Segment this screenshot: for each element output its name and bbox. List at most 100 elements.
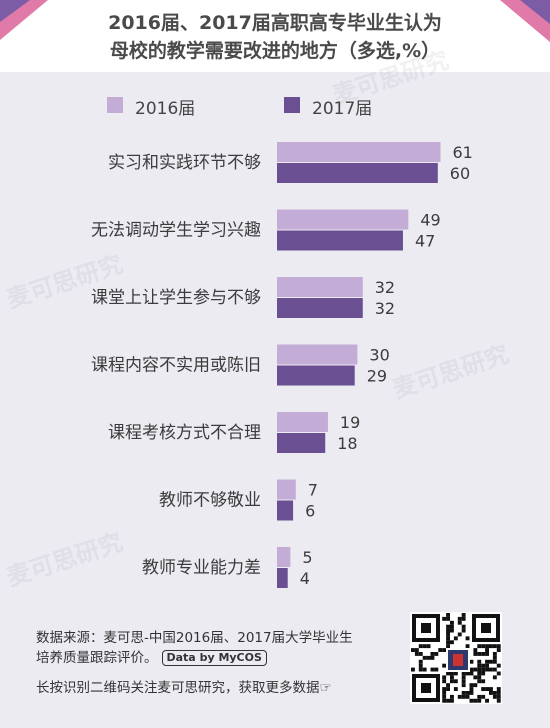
qr-module xyxy=(496,644,501,649)
qr-module xyxy=(465,694,470,699)
qr-call-to-action: 长按识别二维码关注麦可思研究，获取更多数据☞ xyxy=(36,680,332,696)
bar-2016届 xyxy=(277,277,363,297)
qr-module xyxy=(477,694,482,699)
qr-module xyxy=(442,616,447,621)
qr-module xyxy=(469,659,474,664)
qr-module xyxy=(426,644,431,649)
qr-module xyxy=(496,694,501,699)
qr-module xyxy=(438,648,443,652)
qr-module xyxy=(492,655,497,660)
qr-module xyxy=(492,691,497,695)
qr-module xyxy=(481,694,486,699)
qr-module xyxy=(414,648,419,652)
bar-2017届 xyxy=(277,230,403,251)
qr-module xyxy=(496,687,501,691)
qr-module xyxy=(430,667,435,672)
qr-module xyxy=(442,663,447,668)
qr-module xyxy=(473,683,478,688)
qr-module xyxy=(465,644,470,649)
qr-module xyxy=(481,687,486,691)
bar-chart: 实习和实践环节不够6160无法调动学生学习兴趣4947课堂上让学生参与不够323… xyxy=(91,142,473,588)
qr-module xyxy=(469,691,474,695)
legend-swatch-2016 xyxy=(107,97,123,113)
qr-module xyxy=(461,671,466,676)
qr-module xyxy=(489,667,493,672)
bar-2017届 xyxy=(277,500,294,521)
legend-swatch-2017 xyxy=(284,97,300,113)
qr-module xyxy=(477,652,482,656)
qr-module xyxy=(481,644,486,649)
data-label: 4 xyxy=(300,569,310,588)
qr-module xyxy=(496,698,501,703)
legend: 2016届 2017届 xyxy=(0,92,550,122)
qr-module xyxy=(481,652,486,656)
qr-module xyxy=(492,644,497,649)
qr-module xyxy=(450,620,454,625)
qr-module xyxy=(477,663,482,668)
data-label: 49 xyxy=(420,211,440,230)
qr-module xyxy=(446,644,450,649)
qr-module xyxy=(492,667,497,672)
qr-module xyxy=(461,691,466,695)
qr-module xyxy=(457,632,462,637)
qr-module xyxy=(485,659,489,664)
qr-module xyxy=(430,655,435,660)
qr-module xyxy=(446,636,450,641)
category-label: 课程内容不实用或陈旧 xyxy=(91,356,261,376)
bar-2016届 xyxy=(277,344,358,365)
legend-label-2017: 2017届 xyxy=(312,99,373,119)
qr-module xyxy=(450,624,454,629)
qr-module xyxy=(469,667,474,672)
qr-module xyxy=(418,659,423,664)
qr-module xyxy=(477,679,482,684)
data-label: 47 xyxy=(415,232,435,251)
header-banner: 2016届、2017届高职高专毕业生认为 母校的教学需要改进的地方（多选,%） xyxy=(0,0,550,72)
qr-module xyxy=(461,683,466,688)
qr-module xyxy=(496,691,501,695)
qr-module xyxy=(473,667,478,672)
qr-module xyxy=(489,644,493,649)
qr-module xyxy=(469,687,474,691)
qr-module xyxy=(457,616,462,621)
qr-module xyxy=(461,679,466,684)
qr-module xyxy=(485,667,489,672)
qr-module xyxy=(450,628,454,633)
qr-code-icon[interactable] xyxy=(410,612,502,704)
qr-module xyxy=(418,644,423,649)
qr-module xyxy=(442,675,447,680)
mycos-logo-icon xyxy=(446,648,470,672)
qr-module xyxy=(485,663,489,668)
qr-module xyxy=(414,652,419,656)
qr-module xyxy=(492,694,497,699)
bar-2016届 xyxy=(277,412,328,432)
qr-module xyxy=(446,613,450,617)
qr-module xyxy=(492,675,497,680)
qr-module xyxy=(473,648,478,652)
bar-2017届 xyxy=(277,365,355,386)
bar-2016届 xyxy=(277,209,409,230)
qr-module xyxy=(481,667,486,672)
qr-module xyxy=(473,675,478,680)
qr-module xyxy=(442,648,447,652)
qr-module xyxy=(434,667,439,672)
qr-module xyxy=(411,648,415,652)
category-label: 课堂上让学生参与不够 xyxy=(91,288,261,308)
qr-module xyxy=(430,652,435,656)
bar-2017届 xyxy=(277,298,363,318)
qr-module xyxy=(473,652,478,656)
legend-label-2016: 2016届 xyxy=(135,99,196,119)
qr-pattern xyxy=(411,613,501,703)
data-label: 30 xyxy=(369,346,389,365)
qr-module xyxy=(461,616,466,621)
qr-module xyxy=(496,648,501,652)
qr-module xyxy=(485,698,489,703)
data-label: 61 xyxy=(452,143,472,162)
corner-triangle-right-dark xyxy=(520,0,550,24)
qr-module xyxy=(446,687,450,691)
qr-module xyxy=(453,687,458,691)
source-line1: 数据来源：麦可思-中国2016届、2017届大学毕业生 xyxy=(36,630,353,646)
source-line2: 培养质量跟踪评价。 xyxy=(36,650,158,666)
data-label: 29 xyxy=(367,367,387,386)
qr-module xyxy=(477,671,482,676)
qr-module xyxy=(450,640,454,645)
